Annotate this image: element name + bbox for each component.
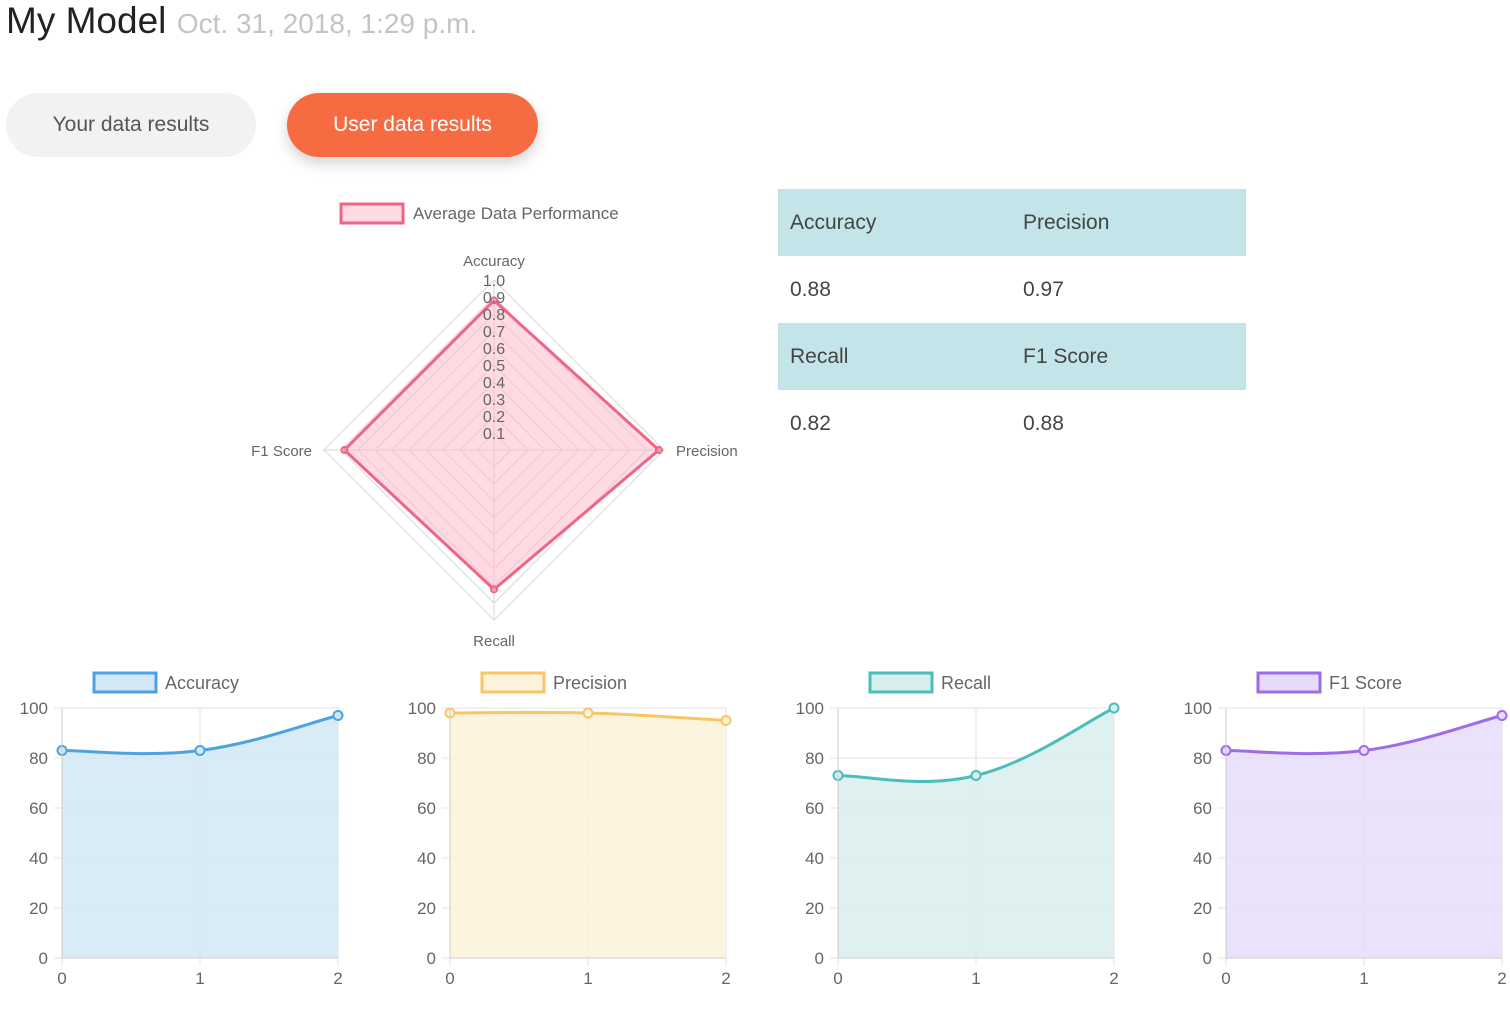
metrics-value-row: 0.88 0.97 [778,256,1246,323]
radar-axis-label: F1 Score [251,443,312,460]
metrics-header-row: Recall F1 Score [778,323,1246,390]
metric-value-f1-score: 0.88 [1023,411,1064,435]
data-point [720,715,732,726]
metrics-table: Accuracy Precision 0.88 0.97 Recall F1 S… [778,189,1246,457]
page-header: My Model Oct. 31, 2018, 1:29 p.m. [6,0,477,42]
radar-tick-label: 0.3 [483,392,505,409]
y-tick-label: 60 [805,799,824,818]
metric-label-recall: Recall [778,323,1011,390]
y-tick-label: 100 [796,699,824,718]
legend-label: F1 Score [1329,673,1402,693]
radar-data-point [490,296,498,305]
x-tick-label: 1 [195,969,204,988]
legend-swatch [480,671,546,694]
metrics-value-row: 0.82 0.88 [778,390,1246,457]
area-fill [450,712,726,958]
y-tick-label: 40 [29,849,48,868]
radar-tick-label: 0.5 [483,358,505,375]
x-tick-label: 0 [57,969,66,988]
data-point [1108,702,1120,714]
precision-line-chart: Precision 0 20 40 60 80 100 0 1 2 [408,671,732,988]
y-tick-label: 20 [1193,899,1212,918]
y-tick-label: 80 [1193,749,1212,768]
legend-label: Accuracy [165,673,239,693]
radar-data-point [490,585,498,594]
x-tick-label: 0 [833,969,842,988]
area-fill [1226,715,1502,958]
y-tick-label: 100 [408,699,436,718]
tab-user-data-results[interactable]: User data results [287,93,538,157]
metrics-header-row: Accuracy Precision [778,189,1246,256]
f1-score-line-chart: F1 Score 0 20 40 60 80 100 0 1 2 [1184,671,1508,988]
radar-tick-label: 0.1 [483,426,505,443]
y-tick-label: 60 [1193,799,1212,818]
model-date: Oct. 31, 2018, 1:29 p.m. [176,8,478,39]
x-tick-label: 2 [721,969,730,988]
y-tick-label: 0 [1203,949,1212,968]
metric-value-recall: 0.82 [790,411,831,435]
y-tick-label: 100 [1184,699,1212,718]
data-point [582,707,594,719]
radar-axis-label: Accuracy [463,253,525,270]
y-tick-label: 20 [805,899,824,918]
legend-swatch [1256,671,1322,694]
x-tick-label: 1 [1359,969,1368,988]
y-tick-label: 40 [417,849,436,868]
y-tick-label: 0 [39,949,48,968]
area-fill [838,708,1114,958]
y-tick-label: 80 [805,749,824,768]
area-fill [62,715,338,958]
y-tick-label: 40 [1193,849,1212,868]
metric-label-f1-score: F1 Score [1011,323,1246,390]
data-point [332,710,344,721]
radar-tick-label: 1.0 [483,273,505,290]
metric-value-accuracy: 0.88 [790,277,831,301]
y-tick-label: 80 [29,749,48,768]
radar-tick-label: 0.2 [483,409,505,426]
y-tick-label: 20 [29,899,48,918]
page-title: My Model [6,0,167,41]
radar-tick-label: 0.8 [483,307,505,324]
radar-data-point [654,446,663,454]
radar-tick-label: 0.9 [483,290,505,307]
legend-swatch [92,671,158,694]
radar-tick-label: 0.4 [483,375,505,392]
x-tick-label: 2 [333,969,342,988]
legend-label: Recall [941,673,991,693]
y-tick-label: 100 [20,699,48,718]
radar-axis-label: Precision [676,443,738,460]
y-tick-label: 0 [427,949,436,968]
metric-label-accuracy: Accuracy [778,189,1011,256]
radar-tick-label: 0.7 [483,324,505,341]
radar-chart: Average Data Performance0.10.20.30.40.50… [251,202,738,650]
y-tick-label: 20 [417,899,436,918]
accuracy-line-chart: Accuracy 0 20 40 60 80 100 0 1 2 [20,671,344,988]
radar-axis-label: Recall [473,633,515,650]
y-tick-label: 80 [417,749,436,768]
x-tick-label: 2 [1109,969,1118,988]
y-tick-label: 40 [805,849,824,868]
radar-tick-label: 0.6 [483,341,505,358]
recall-line-chart: Recall 0 20 40 60 80 100 0 1 2 [796,671,1120,988]
data-point [970,770,982,781]
data-point [194,745,206,756]
metric-label-precision: Precision [1011,189,1246,256]
tab-your-data-results[interactable]: Your data results [6,93,256,157]
x-tick-label: 0 [1221,969,1230,988]
x-tick-label: 1 [583,969,592,988]
x-tick-label: 0 [445,969,454,988]
y-tick-label: 0 [815,949,824,968]
radar-legend-swatch [339,202,405,225]
x-tick-label: 1 [971,969,980,988]
radar-legend-label: Average Data Performance [413,204,619,223]
y-tick-label: 60 [29,799,48,818]
data-point [1496,710,1508,721]
x-tick-label: 2 [1497,969,1506,988]
radar-data-point [340,446,349,454]
legend-label: Precision [553,673,627,693]
legend-swatch [868,671,934,694]
data-point [1358,745,1370,756]
y-tick-label: 60 [417,799,436,818]
metric-value-precision: 0.97 [1023,277,1064,301]
